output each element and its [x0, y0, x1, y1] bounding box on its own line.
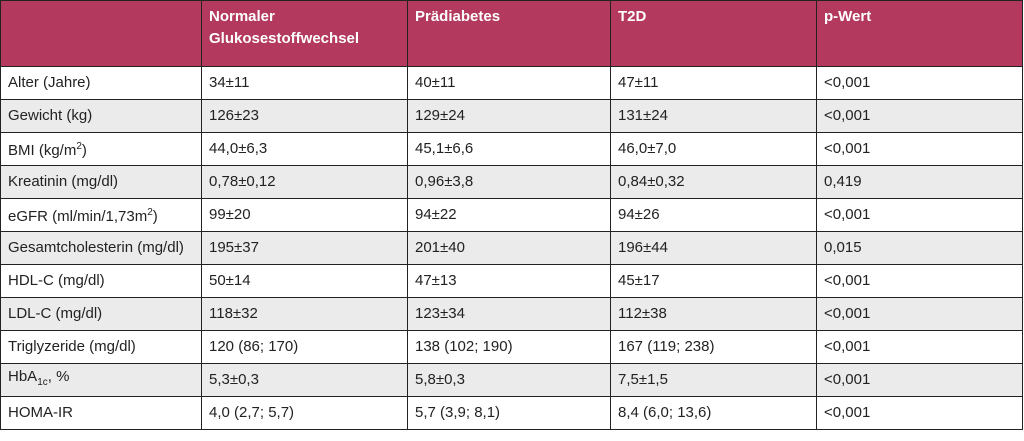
cell-normal: 50±14 — [201, 264, 408, 298]
cell-prediabetes: 123±34 — [407, 297, 611, 331]
table-body: Alter (Jahre) 34±11 40±11 47±11 <0,001 Gewich… — [0, 66, 1023, 430]
row-label-cell: Gesamtcholesterin (mg/dl) — [0, 231, 202, 265]
cell-t2d: 131±24 — [610, 99, 817, 133]
cell-t2d: 196±44 — [610, 231, 817, 265]
row-label: Kreatinin (mg/dl) — [8, 173, 119, 190]
cell-normal: 126±23 — [201, 99, 408, 133]
cell-p-value: <0,001 — [816, 66, 1023, 100]
header-row: Normaler Glukosestoffwechsel Prädiabetes… — [0, 0, 1023, 67]
cell-normal: 120 (86; 170) — [201, 330, 408, 364]
row-label: BMI (kg/m — [8, 142, 77, 159]
cell-prediabetes: 45,1±6,6 — [407, 132, 611, 166]
row-label: LDL-C (mg/dl) — [8, 305, 103, 322]
table-row: Triglyzeride (mg/dl) 120 (86; 170) 138 (10… — [0, 330, 1023, 364]
cell-t2d: 94±26 — [610, 198, 817, 232]
table-header: Normaler Glukosestoffwechsel Prädiabetes… — [0, 0, 1023, 67]
cell-p-value: <0,001 — [816, 264, 1023, 298]
row-label: Triglyzeride (mg/dl) — [8, 338, 136, 355]
cell-p-value: 0,015 — [816, 231, 1023, 265]
header-cell-t2d: T2D — [610, 0, 817, 67]
cell-normal: 4,0 (2,7; 5,7) — [201, 396, 408, 430]
row-label-superscript: 2 — [147, 207, 153, 218]
header-cell-p-value: p-Wert — [816, 0, 1023, 67]
cell-prediabetes: 138 (102; 190) — [407, 330, 611, 364]
row-label: HOMA-IR — [8, 404, 73, 421]
row-label-superscript: 2 — [76, 141, 82, 152]
row-label-cell: eGFR (ml/min/1,73m2) — [0, 198, 202, 232]
cell-normal: 5,3±0,3 — [201, 363, 408, 397]
cell-normal: 195±37 — [201, 231, 408, 265]
table-row: Gesamtcholesterin (mg/dl) 195±37 201±40 196… — [0, 231, 1023, 265]
row-label-suffix: ) — [152, 208, 158, 225]
cell-t2d: 47±11 — [610, 66, 817, 100]
row-label-cell: Alter (Jahre) — [0, 66, 202, 100]
cell-p-value: 0,419 — [816, 165, 1023, 199]
table-row: HOMA-IR 4,0 (2,7; 5,7) 5,7 (3,9; 8,1) 8,4 (… — [0, 396, 1023, 430]
header-cell-normal: Normaler Glukosestoffwechsel — [201, 0, 408, 67]
table-row: Kreatinin (mg/dl) 0,78±0,12 0,96±3,8 0,84±0… — [0, 165, 1023, 199]
cell-t2d: 7,5±1,5 — [610, 363, 817, 397]
row-label-cell: Triglyzeride (mg/dl) — [0, 330, 202, 364]
cell-p-value: <0,001 — [816, 330, 1023, 364]
cell-p-value: <0,001 — [816, 297, 1023, 331]
cell-t2d: 112±38 — [610, 297, 817, 331]
cell-normal: 34±11 — [201, 66, 408, 100]
table-row: Alter (Jahre) 34±11 40±11 47±11 <0,001 — [0, 66, 1023, 100]
cell-normal: 99±20 — [201, 198, 408, 232]
row-label: HDL-C (mg/dl) — [8, 272, 105, 289]
cell-prediabetes: 94±22 — [407, 198, 611, 232]
row-label-suffix: , % — [47, 368, 70, 385]
row-label-cell: Kreatinin (mg/dl) — [0, 165, 202, 199]
cell-p-value: <0,001 — [816, 198, 1023, 232]
cell-prediabetes: 40±11 — [407, 66, 611, 100]
table-row: LDL-C (mg/dl) 118±32 123±34 112±38 <0,001 — [0, 297, 1023, 331]
table-row: eGFR (ml/min/1,73m2) 99±20 94±22 94±26 <0,00… — [0, 198, 1023, 232]
table-row: HbA1c, % 5,3±0,3 5,8±0,3 7,5±1,5 <0,001 — [0, 363, 1023, 397]
cell-prediabetes: 201±40 — [407, 231, 611, 265]
row-label-cell: HDL-C (mg/dl) — [0, 264, 202, 298]
cell-p-value: <0,001 — [816, 363, 1023, 397]
row-label-cell: HOMA-IR — [0, 396, 202, 430]
row-label-cell: Gewicht (kg) — [0, 99, 202, 133]
row-label-suffix: ) — [81, 142, 87, 159]
row-label: HbA — [8, 368, 38, 385]
table-row: Gewicht (kg) 126±23 129±24 131±24 <0,001 — [0, 99, 1023, 133]
header-cell-prediabetes: Prädiabetes — [407, 0, 611, 67]
cell-t2d: 167 (119; 238) — [610, 330, 817, 364]
cell-t2d: 0,84±0,32 — [610, 165, 817, 199]
header-cell-parameter — [0, 0, 202, 67]
row-label-cell: LDL-C (mg/dl) — [0, 297, 202, 331]
cell-t2d: 45±17 — [610, 264, 817, 298]
row-label: eGFR (ml/min/1,73m — [8, 208, 148, 225]
cell-normal: 118±32 — [201, 297, 408, 331]
comparison-table: Normaler Glukosestoffwechsel Prädiabetes… — [0, 0, 1023, 430]
cell-prediabetes: 5,8±0,3 — [407, 363, 611, 397]
cell-normal: 44,0±6,3 — [201, 132, 408, 166]
cell-t2d: 8,4 (6,0; 13,6) — [610, 396, 817, 430]
row-label: Gewicht (kg) — [8, 107, 93, 124]
row-label: Alter (Jahre) — [8, 74, 91, 91]
row-label: Gesamtcholesterin (mg/dl) — [8, 239, 184, 256]
cell-p-value: <0,001 — [816, 132, 1023, 166]
cell-t2d: 46,0±7,0 — [610, 132, 817, 166]
table-row: HDL-C (mg/dl) 50±14 47±13 45±17 <0,001 — [0, 264, 1023, 298]
cell-prediabetes: 47±13 — [407, 264, 611, 298]
cell-p-value: <0,001 — [816, 99, 1023, 133]
cell-prediabetes: 0,96±3,8 — [407, 165, 611, 199]
cell-prediabetes: 5,7 (3,9; 8,1) — [407, 396, 611, 430]
cell-normal: 0,78±0,12 — [201, 165, 408, 199]
row-label-cell: HbA1c, % — [0, 363, 202, 397]
row-label-subscript: 1c — [37, 377, 48, 388]
cell-prediabetes: 129±24 — [407, 99, 611, 133]
cell-p-value: <0,001 — [816, 396, 1023, 430]
table-row: BMI (kg/m2) 44,0±6,3 45,1±6,6 46,0±7,0 <0,00… — [0, 132, 1023, 166]
header-label-normal: Normaler Glukosestoffwechsel — [209, 8, 360, 47]
row-label-cell: BMI (kg/m2) — [0, 132, 202, 166]
